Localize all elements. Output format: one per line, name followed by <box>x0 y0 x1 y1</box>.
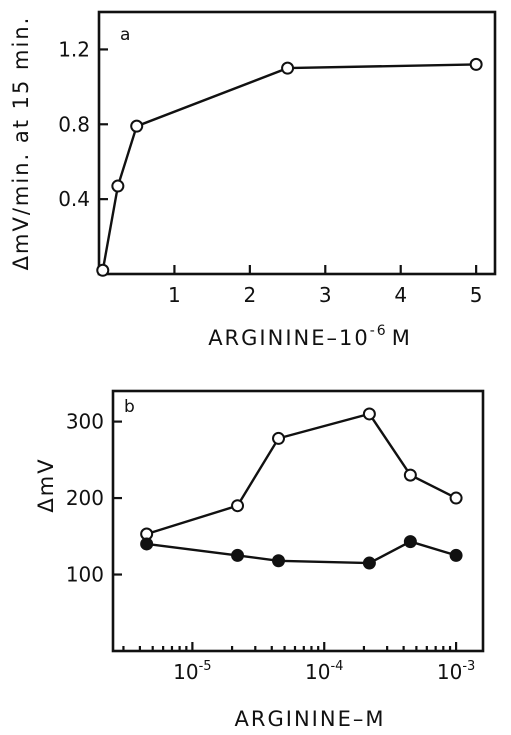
data-point-open <box>272 431 286 445</box>
y-tick-label: 200 <box>66 486 104 510</box>
y-tick-label: 0.4 <box>58 187 90 211</box>
x-tick-label: 2 <box>243 283 256 307</box>
data-point-filled <box>403 535 417 549</box>
x-tick-label: 10-3 <box>437 659 475 684</box>
data-point-open <box>469 57 483 71</box>
data-point-filled <box>449 548 463 562</box>
series-line-a-1 <box>101 63 477 271</box>
data-point-open <box>362 407 376 421</box>
data-point-open <box>96 263 110 277</box>
series-line-b-2 <box>146 540 457 565</box>
x-tick-label: 1 <box>168 283 181 307</box>
plot-frame-a <box>97 10 497 276</box>
panel-a: a ΔmV/min. at 15 min. 0.4 0.8 1.2 1 2 3 4 5 ARG… <box>9 10 497 350</box>
data-point-open <box>403 468 417 482</box>
data-point-open <box>281 61 295 75</box>
x-axis-label-a-unit: M <box>392 326 412 350</box>
x-tick-label: 4 <box>394 283 407 307</box>
plot-area-a <box>96 57 483 277</box>
data-point-open <box>111 179 125 193</box>
data-point-filled <box>362 556 376 570</box>
y-tick-label: 100 <box>66 563 104 587</box>
plot-area-b <box>140 407 463 570</box>
x-axis-label-a: ARGININE–10-6 M <box>208 323 412 350</box>
panel-b: b ΔmV 100 200 300 10-5 10-4 10-3 ARGININE–M <box>34 389 485 731</box>
axis-ticks-a: 0.4 0.8 1.2 1 2 3 4 5 <box>58 37 482 307</box>
x-tick-label: 3 <box>319 283 332 307</box>
y-axis-label-b: ΔmV <box>34 457 58 512</box>
x-tick-label: 10-5 <box>173 659 211 684</box>
x-axis-label-b: ARGININE–M <box>235 707 386 731</box>
data-point-filled <box>231 548 245 562</box>
y-tick-label: 1.2 <box>58 37 90 61</box>
x-axis-label-a-base: ARGININE–10 <box>208 326 370 350</box>
y-tick-label: 0.8 <box>58 112 90 136</box>
x-tick-label: 10-4 <box>305 659 343 684</box>
data-point-filled <box>272 554 286 568</box>
data-point-open <box>449 491 463 505</box>
panel-letter-a: a <box>120 25 130 45</box>
data-point-open <box>231 499 245 513</box>
axis-ticks-b: 100 200 300 10-5 10-4 10-3 <box>66 410 475 684</box>
y-axis-label-a: ΔmV/min. at 15 min. <box>9 16 33 271</box>
series-line-b-1 <box>146 412 457 536</box>
x-tick-label: 5 <box>470 283 483 307</box>
data-point-filled <box>140 537 154 551</box>
y-tick-label: 300 <box>66 410 104 434</box>
plot-frame-b <box>111 389 485 653</box>
x-axis-label-a-exponent: -6 <box>370 323 388 339</box>
data-point-open <box>130 119 144 133</box>
panel-letter-b: b <box>124 397 135 417</box>
